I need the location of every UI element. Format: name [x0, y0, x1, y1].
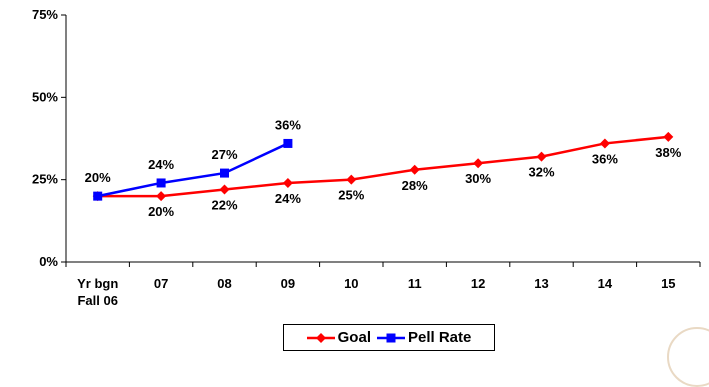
y-tick-label: 0%: [39, 254, 58, 269]
x-tick-label: 09: [281, 276, 295, 291]
chart-data-labels: 20% 22% 24% 25% 28% 30% 32% 36% 38% 20% 24% 27% 36%: [85, 117, 682, 219]
data-label-goal: 24%: [275, 191, 301, 206]
x-tick-label: 11: [408, 276, 422, 291]
data-point-goal: [599, 138, 610, 149]
data-label-pell-rate: 24%: [148, 157, 174, 172]
data-label-goal: 38%: [655, 145, 681, 160]
data-label-pell-rate: 20%: [85, 170, 111, 185]
chart-axes: 0% 25% 50% 75% Yr bgn Fall 06 07 08 09 10 11 12 13 14…: [32, 7, 701, 308]
legend-item-pell-rate: Pell Rate: [376, 329, 472, 346]
data-label-goal: 32%: [528, 165, 554, 180]
data-point-goal: [346, 174, 357, 185]
x-tick-label: 14: [598, 276, 613, 291]
legend-pell-marker: [376, 333, 405, 342]
data-point-goal: [282, 177, 293, 188]
legend-goal-marker: [306, 332, 335, 343]
legend-pell-label: Pell Rate: [407, 329, 472, 346]
data-label-goal: 22%: [211, 198, 237, 213]
data-point-goal: [219, 184, 230, 195]
data-point-goal: [473, 158, 484, 169]
line-chart: 0% 25% 50% 75% Yr bgn Fall 06 07 08 09 10 11 12 13 14…: [32, 7, 701, 308]
data-point-pell-rate: [156, 178, 166, 188]
y-tick-label: 25%: [32, 172, 58, 187]
data-label-goal: 30%: [465, 171, 491, 186]
series-line-goal: [97, 135, 669, 198]
y-tick-label: 75%: [32, 7, 58, 22]
data-label-goal: 25%: [338, 188, 364, 203]
data-point-pell-rate: [93, 191, 103, 201]
x-tick-label: 08: [217, 276, 231, 291]
series-line-pell-rate: [97, 142, 289, 198]
data-point-pell-rate: [220, 168, 229, 178]
legend-goal-label: Goal: [337, 329, 371, 346]
legend-item-goal: Goal: [306, 329, 371, 346]
x-tick-label: 07: [154, 276, 168, 291]
y-tick-label: 50%: [32, 89, 58, 104]
data-label-goal: 36%: [592, 151, 618, 166]
data-label-pell-rate: 27%: [211, 147, 237, 162]
data-point-goal: [156, 191, 167, 202]
data-point-pell-rate: [283, 138, 293, 148]
x-tick-label: 15: [661, 276, 675, 291]
data-point-goal: [409, 164, 420, 175]
x-tick-label: 12: [471, 276, 485, 291]
chart-series: [92, 131, 674, 202]
data-label-goal: 20%: [148, 204, 174, 219]
data-point-goal: [536, 151, 547, 162]
data-label-pell-rate: 36%: [275, 117, 301, 132]
data-point-goal: [663, 131, 674, 142]
x-tick-label: 10: [344, 276, 358, 291]
chart-legend: Goal Pell Rate: [283, 324, 495, 351]
x-tick-label: Yr bgn Fall 06: [77, 276, 118, 308]
x-tick-label: 13: [534, 276, 548, 291]
data-label-goal: 28%: [402, 178, 428, 193]
